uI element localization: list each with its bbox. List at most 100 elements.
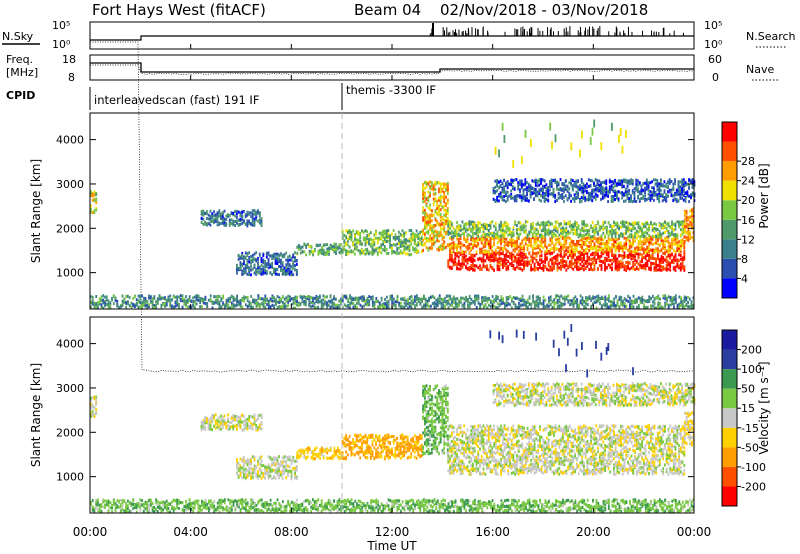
heat-cell	[109, 303, 112, 307]
heat-cell	[391, 299, 393, 302]
heat-cell	[392, 236, 395, 240]
heat-cell	[218, 306, 221, 310]
heat-cell	[660, 255, 663, 259]
heat-cell	[648, 295, 651, 299]
heat-cell	[466, 245, 469, 249]
heat-cell	[487, 246, 490, 250]
heat-cell	[243, 256, 245, 260]
heat-cell	[605, 245, 608, 249]
heat-cell	[260, 297, 263, 301]
heat-cell	[504, 302, 506, 306]
heat-cell	[206, 210, 208, 214]
heat-cell	[107, 302, 110, 306]
heat-cell	[623, 268, 626, 272]
heat-cell	[523, 298, 526, 302]
heat-cell	[357, 296, 360, 300]
heat-cell	[421, 298, 423, 302]
heat-cell	[581, 241, 584, 245]
heat-cell	[434, 224, 437, 228]
heat-cell	[625, 265, 628, 268]
heat-cell	[334, 297, 337, 301]
heat-cell	[243, 272, 245, 276]
heat-cell	[528, 237, 531, 241]
heat-cell	[561, 258, 564, 261]
heat-cell	[484, 259, 487, 263]
heat-cell	[148, 303, 150, 307]
heat-cell	[537, 297, 540, 301]
heat-cell	[424, 181, 426, 185]
heat-cell	[579, 238, 582, 242]
heat-cell	[432, 197, 435, 201]
heat-cell	[514, 246, 517, 250]
heat-cell	[509, 232, 511, 236]
heat-cell	[620, 302, 623, 306]
heat-cell	[524, 255, 527, 259]
heat-cell	[221, 219, 224, 223]
heat-cell	[616, 265, 619, 268]
heat-cell	[207, 213, 210, 217]
heat-cell	[432, 225, 435, 229]
heat-cell	[539, 226, 541, 229]
heat-cell	[620, 299, 623, 303]
heat-cell	[181, 297, 184, 301]
heat-cell	[260, 267, 263, 271]
heat-cell	[528, 240, 531, 244]
heat-cell	[569, 303, 571, 307]
heat-cell	[446, 201, 449, 205]
heat-cell	[500, 263, 502, 267]
heat-cell	[271, 299, 274, 303]
heat-cell	[583, 258, 585, 262]
heat-cell	[595, 239, 598, 243]
heat-cell	[674, 265, 677, 269]
heat-cell	[514, 248, 517, 252]
heat-cell	[517, 221, 520, 225]
heat-cell	[459, 251, 462, 255]
heat-cell	[477, 223, 480, 227]
heat-cell	[533, 237, 536, 241]
heat-cell	[370, 297, 372, 301]
nsky-left-tick-top: 10⁵	[52, 19, 70, 32]
heat-cell	[468, 294, 471, 298]
heat-cell	[618, 295, 621, 299]
heat-cell	[588, 295, 591, 299]
heat-cell	[408, 302, 411, 305]
heat-cell	[489, 221, 492, 225]
heat-cell	[505, 296, 508, 300]
heat-cell	[438, 234, 440, 238]
heat-cell	[576, 247, 578, 251]
heat-cell	[335, 242, 337, 246]
heat-cell	[660, 258, 663, 262]
heat-cell	[664, 294, 667, 298]
heat-cell	[375, 232, 377, 236]
heat-cell	[457, 255, 460, 259]
heat-cell	[457, 239, 460, 243]
heat-cell	[355, 245, 358, 249]
heat-cell	[660, 238, 663, 242]
heat-cell	[255, 301, 258, 305]
heat-cell	[679, 254, 682, 257]
heat-cell	[540, 266, 543, 270]
heat-cell	[505, 267, 508, 271]
heat-cell	[664, 304, 667, 308]
heat-cell	[178, 295, 180, 299]
heat-cell	[599, 297, 601, 301]
heat-cell	[642, 266, 645, 270]
heat-cell	[657, 297, 660, 301]
heat-cell	[650, 256, 652, 260]
heat-cell	[443, 223, 446, 227]
heat-cell	[228, 220, 231, 224]
heat-cell	[378, 246, 381, 250]
heat-cell	[232, 219, 235, 223]
heat-cell	[230, 211, 233, 215]
heat-cell	[548, 304, 550, 308]
heat-cell	[246, 262, 249, 266]
heat-cell	[186, 305, 189, 309]
heat-cell	[480, 267, 483, 271]
heat-cell	[213, 295, 216, 299]
heat-cell	[236, 219, 238, 223]
heat-cell	[572, 303, 575, 307]
heat-cell	[258, 221, 261, 225]
heat-cell	[274, 252, 277, 256]
heat-cell	[634, 259, 636, 263]
heat-cell	[341, 299, 344, 303]
